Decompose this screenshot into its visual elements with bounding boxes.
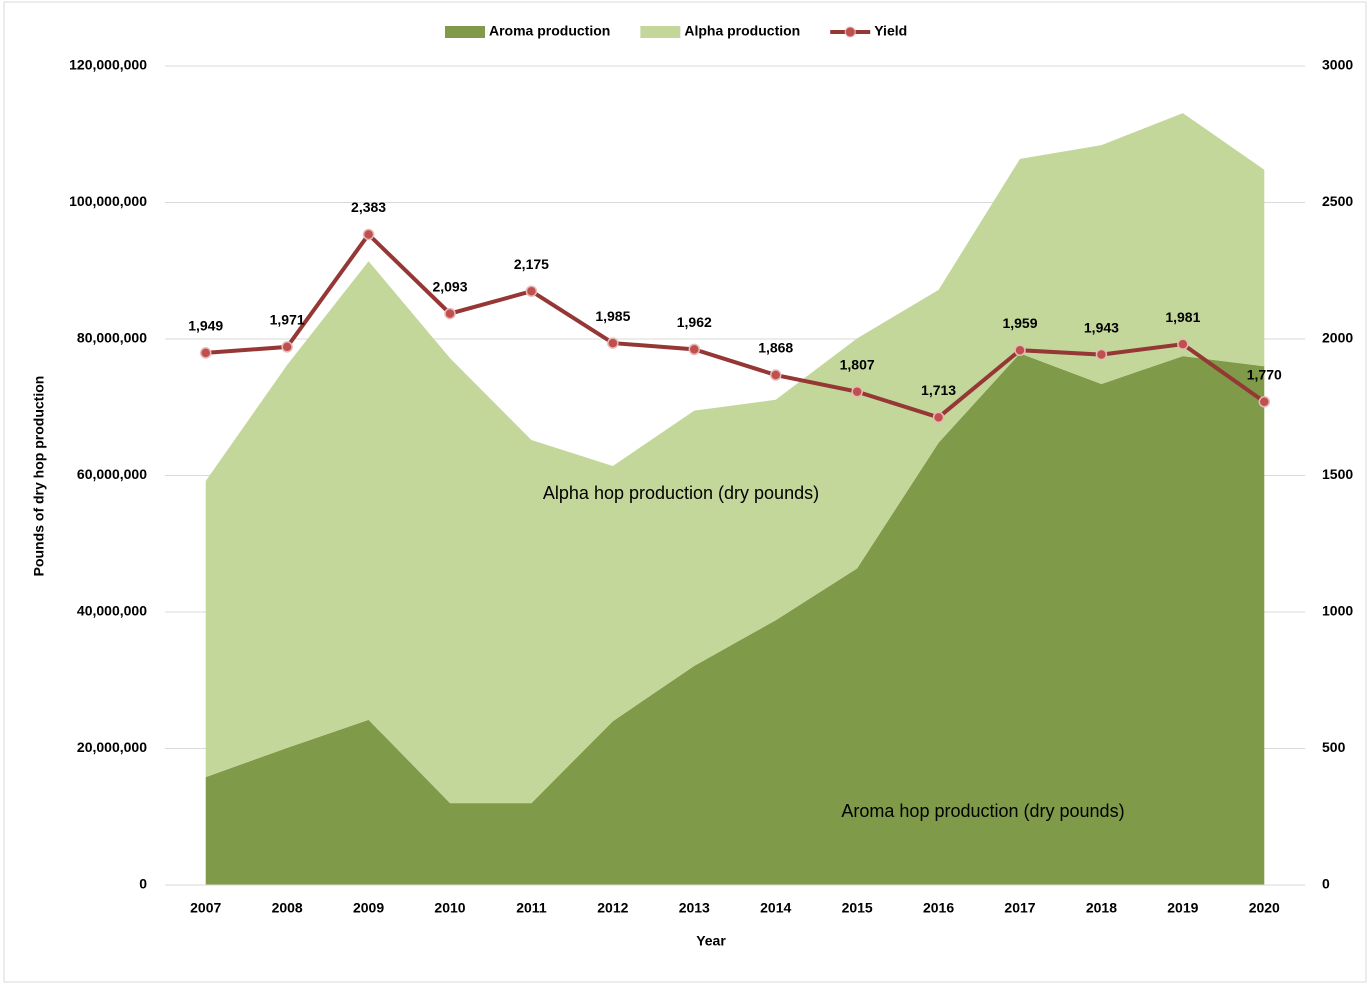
data-label: 1,943: [1084, 319, 1119, 335]
y-tick-label: 40,000,000: [77, 603, 147, 619]
data-label: 2,175: [514, 256, 549, 272]
y-tick-label: 80,000,000: [77, 330, 147, 346]
x-tick-label: 2016: [923, 900, 954, 916]
marker: [688, 343, 701, 356]
marker: [932, 411, 945, 424]
marker: [444, 307, 456, 320]
y-axis-label: Pounds of dry hop production: [31, 376, 47, 577]
x-tick-label: 2018: [1086, 900, 1117, 916]
annotation: Alpha hop production (dry pounds): [543, 483, 819, 503]
data-label: 1,713: [921, 382, 956, 398]
data-label: 2,093: [432, 278, 467, 294]
annotation: Aroma hop production (dry pounds): [841, 801, 1124, 821]
legend-swatch: [445, 26, 485, 38]
area: [205, 113, 1265, 804]
x-tick-label: 2019: [1167, 900, 1198, 916]
data-label: 1,971: [270, 312, 305, 328]
marker: [199, 347, 212, 359]
legend-swatch: [844, 26, 856, 38]
data-label: 1,807: [840, 356, 875, 372]
x-tick-label: 2011: [516, 900, 547, 916]
area: [205, 353, 1265, 885]
x-tick-label: 2008: [272, 900, 303, 916]
data-label: 1,959: [1002, 315, 1037, 331]
x-tick-label: 2015: [842, 900, 873, 916]
data-label: 1,985: [595, 308, 630, 324]
y-tick-label: 0: [139, 876, 147, 892]
x-axis-label: Year: [696, 933, 726, 949]
marker: [362, 228, 375, 241]
legend-label: Yield: [874, 23, 907, 39]
y2-tick-label: 2000: [1322, 330, 1353, 346]
legend-label: Aroma production: [489, 23, 610, 39]
y2-tick-label: 1500: [1322, 466, 1353, 482]
y-tick-label: 60,000,000: [77, 466, 147, 482]
y2-tick-label: 1000: [1322, 603, 1353, 619]
marker: [851, 385, 863, 398]
marker: [607, 337, 619, 349]
data-label: 1,962: [677, 314, 712, 330]
marker: [281, 341, 293, 353]
data-label: 2,383: [351, 199, 386, 215]
x-tick-label: 2012: [597, 900, 628, 916]
y2-tick-label: 500: [1322, 739, 1346, 755]
marker: [1177, 338, 1189, 350]
y-tick-label: 100,000,000: [69, 193, 147, 209]
y2-tick-label: 3000: [1322, 57, 1353, 73]
data-label: 1,981: [1165, 309, 1200, 325]
marker: [1258, 396, 1271, 408]
data-label: 1,770: [1247, 366, 1282, 382]
y2-tick-label: 0: [1322, 876, 1330, 892]
marker: [769, 369, 782, 381]
legend-label: Alpha production: [684, 23, 800, 39]
line: [205, 231, 1266, 420]
y-tick-label: 120,000,000: [69, 57, 147, 73]
marker: [1095, 348, 1108, 361]
marker: [525, 285, 538, 297]
x-tick-label: 2013: [679, 900, 710, 916]
x-tick-label: 2009: [353, 900, 384, 916]
marker: [1014, 344, 1026, 356]
y-tick-label: 20,000,000: [77, 739, 147, 755]
data-label: 1,868: [758, 340, 793, 356]
x-tick-label: 2007: [190, 900, 221, 916]
data-label: 1,949: [188, 318, 223, 334]
x-tick-label: 2017: [1004, 900, 1035, 916]
x-tick-label: 2014: [760, 900, 791, 916]
areas: [205, 113, 1265, 885]
x-tick-label: 2010: [434, 900, 465, 916]
x-tick-label: 2020: [1249, 900, 1280, 916]
y2-tick-label: 2500: [1322, 193, 1353, 209]
legend-swatch: [640, 26, 681, 38]
